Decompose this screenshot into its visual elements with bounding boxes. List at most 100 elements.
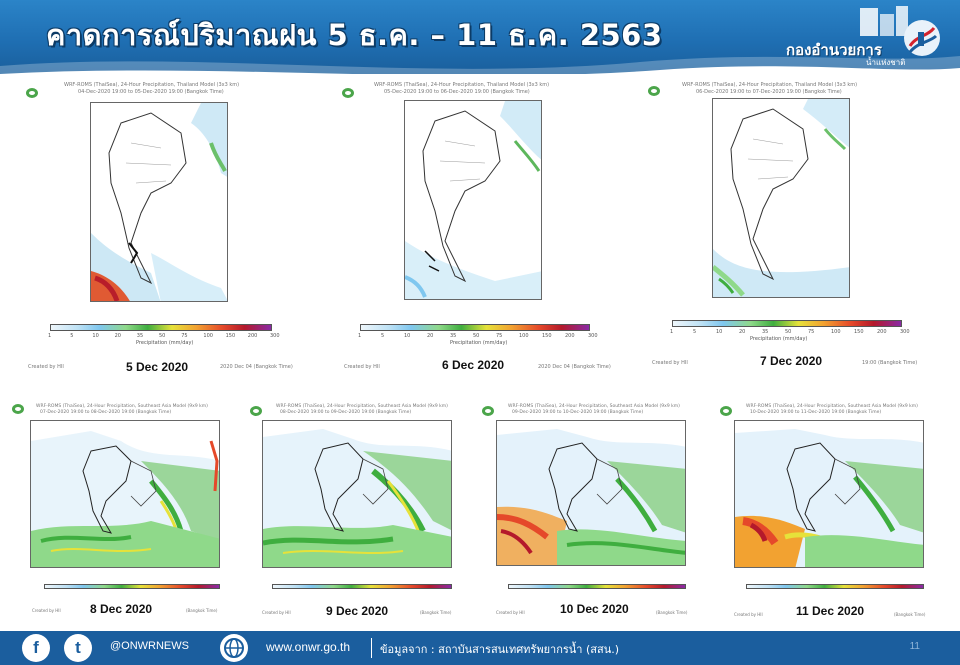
scale-axis-label: Precipitation (mm/day) [750,336,808,342]
panel-model-title: WRF-ROMS (ThaiSea), 24-Hour Precipitatio… [374,82,550,88]
forecast-panel-9-dec: WRF-ROMS (ThaiSea), 24-Hour Precipitatio… [240,398,462,624]
panel-model-title: WRF-ROMS (ThaiSea), 24-Hour Precipitatio… [508,404,680,409]
sea-map-graphic [31,421,219,567]
scale-tick-label: 300 [588,333,598,339]
panel-time-range: 06-Dec-2020 19:00 to 07-Dec-2020 19:00 (… [696,89,842,95]
panel-model-title: WRF-ROMS (ThaiSea), 24-Hour Precipitatio… [64,82,240,88]
precip-color-scale [44,584,220,589]
scale-tick-label: 50 [785,329,792,335]
scale-tick-label: 5 [693,329,697,335]
precip-color-scale [508,584,686,589]
footer-bar: f t @ONWRNEWS www.onwr.go.th ข้อมูลจาก :… [0,631,960,665]
forecast-panel-8-dec: WRF-ROMS (ThaiSea), 24-Hour Precipitatio… [10,398,230,624]
scale-tick-label: 35 [450,333,457,339]
panel-model-title: WRF-ROMS (ThaiSea), 24-Hour Precipitatio… [36,404,208,409]
scale-tick-label: 300 [900,329,910,335]
scale-tick-label: 1 [358,333,362,339]
rainfall-map [734,420,924,568]
scale-tick-label: 20 [114,333,121,339]
rainfall-map [30,420,220,568]
precip-color-scale [50,324,272,331]
panel-footer-time: (Bangkok Time) [420,610,452,615]
scale-tick-label: 1 [48,333,52,339]
rainfall-map [404,100,542,300]
panel-date-label: 5 Dec 2020 [126,360,189,374]
hii-logo-icon [482,406,494,416]
thailand-map-graphic [713,99,849,297]
website-link[interactable]: www.onwr.go.th [266,640,351,654]
sea-map-graphic [735,421,923,567]
scale-tick-label: 75 [496,333,503,339]
footer-divider [371,638,372,658]
panel-time-range: 07-Dec-2020 19:00 to 08-Dec-2020 19:00 (… [40,410,172,415]
scale-tick-label: 35 [762,329,769,335]
scale-tick-label: 20 [427,333,434,339]
scale-tick-label: 20 [739,329,746,335]
panel-date-label: 11 Dec 2020 [796,604,865,618]
precip-color-scale [672,320,902,327]
rainfall-map [496,420,686,566]
scale-tick-label: 10 [92,333,99,339]
panel-footer-credit: Created by HII [262,610,291,615]
panel-model-title: WRF-ROMS (ThaiSea), 24-Hour Precipitatio… [746,404,918,409]
hii-logo-icon [342,88,354,98]
rainfall-map [712,98,850,298]
sea-map-graphic [497,421,685,565]
panel-date-label: 6 Dec 2020 [442,358,505,372]
scale-tick-label: 150 [854,329,864,335]
social-handle[interactable]: @ONWRNEWS [110,640,189,652]
forecast-panel-5-dec: WRF-ROMS (ThaiSea), 24-Hour Precipitatio… [20,78,300,378]
globe-icon [224,638,244,658]
panel-footer-time: (Bangkok Time) [894,612,926,617]
scale-tick-label: 75 [181,333,188,339]
panel-footer-time: 2020 Dec 04 (Bangkok Time) [538,364,611,370]
scale-tick-label: 200 [565,333,575,339]
thailand-map-graphic [91,103,227,301]
panel-date-label: 8 Dec 2020 [90,602,153,616]
sea-map-graphic [263,421,451,567]
scale-tick-label: 150 [542,333,552,339]
twitter-icon[interactable]: t [64,634,92,662]
panel-time-range: 09-Dec-2020 19:00 to 10-Dec-2020 19:00 (… [512,410,644,415]
scale-tick-label: 50 [159,333,166,339]
data-source: ข้อมูลจาก : สถาบันสารสนเทศทรัพยากรน้ำ (ส… [380,643,619,656]
panel-date-label: 10 Dec 2020 [560,602,629,616]
scale-tick-label: 10 [404,333,411,339]
page-number: 11 [909,641,920,652]
scale-tick-label: 100 [203,333,213,339]
panel-footer-time: (Bangkok Time) [656,610,688,615]
forecast-panel-10-dec: WRF-ROMS (ThaiSea), 24-Hour Precipitatio… [474,398,696,624]
page-title: คาดการณ์ปริมาณฝน 5 ธ.ค. – 11 ธ.ค. 2563 [46,18,663,52]
logo-graphic-icon [860,6,940,56]
panel-footer-credit: Created by HII [496,610,525,615]
precip-color-scale [272,584,452,589]
scale-axis-label: Precipitation (mm/day) [136,340,194,346]
scale-tick-label: 200 [877,329,887,335]
scale-tick-label: 200 [247,333,258,339]
panel-time-range: 08-Dec-2020 19:00 to 09-Dec-2020 19:00 (… [280,410,412,415]
panel-time-range: 04-Dec-2020 19:00 to 05-Dec-2020 19:00 (… [78,89,224,95]
logo-text: กองอำนวยการ [786,41,882,59]
panel-footer-credit: Created by HII [734,612,763,617]
hii-logo-icon [648,86,660,96]
panel-footer-time: (Bangkok Time) [186,608,218,613]
scale-tick-label: 150 [225,333,236,339]
panel-model-title: WRF-ROMS (ThaiSea), 24-Hour Precipitatio… [682,82,858,88]
panel-date-label: 7 Dec 2020 [760,354,823,368]
hii-logo-icon [720,406,732,416]
hii-logo-icon [250,406,262,416]
facebook-icon[interactable]: f [22,634,50,662]
header-wave-decoration [0,56,960,74]
scale-tick-label: 35 [136,333,144,339]
panel-time-range: 05-Dec-2020 19:00 to 06-Dec-2020 19:00 (… [384,89,530,95]
scale-tick-label: 5 [381,333,385,339]
scale-tick-label: 1 [670,329,674,335]
forecast-panel-6-dec: WRF-ROMS (ThaiSea), 24-Hour Precipitatio… [338,78,611,378]
thailand-map-graphic [405,101,541,299]
panel-footer-credit: Created by HII [32,608,61,613]
precip-color-scale [746,584,924,589]
rainfall-map [90,102,228,302]
hii-logo-icon [12,404,24,414]
scale-tick-label: 100 [519,333,529,339]
panel-footer-time: 2020 Dec 04 (Bangkok Time) [220,364,293,370]
